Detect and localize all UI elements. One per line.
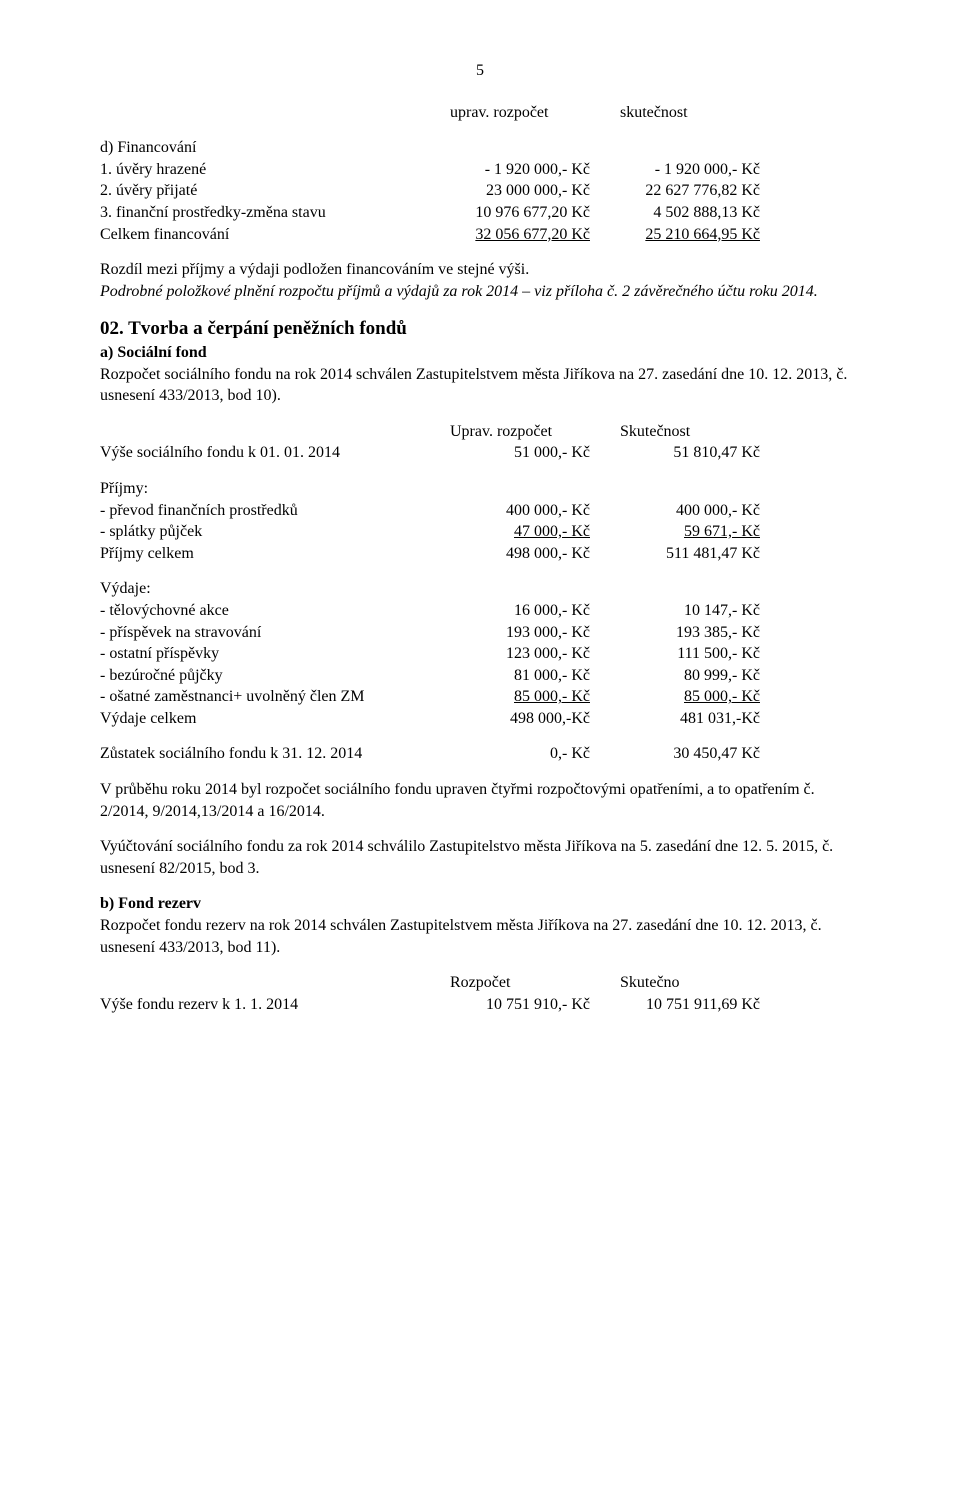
subsection-a-title: a) Sociální fond (100, 342, 860, 364)
row-label: Výdaje celkem (100, 708, 420, 730)
table-row: Příjmy celkem 498 000,- Kč 511 481,47 Kč (100, 543, 860, 565)
row-actual: 10 147,- Kč (590, 600, 760, 622)
page-number: 5 (100, 60, 860, 82)
spacer (100, 972, 420, 994)
col-actual-header: Skutečno (590, 972, 760, 994)
col-actual-header: skutečnost (590, 102, 760, 124)
row-actual: 80 999,- Kč (590, 665, 760, 687)
row-budget: 498 000,-Kč (420, 708, 590, 730)
table-row: - splátky půjček 47 000,- Kč 59 671,- Kč (100, 521, 860, 543)
table-row: - tělovýchovné akce 16 000,- Kč 10 147,-… (100, 600, 860, 622)
table-row: - ostatní příspěvky 123 000,- Kč 111 500… (100, 643, 860, 665)
row-label: - ostatní příspěvky (100, 643, 420, 665)
subsection-a-intro: Rozpočet sociálního fondu na rok 2014 sc… (100, 364, 860, 407)
table-row: 1. úvěry hrazené - 1 920 000,- Kč - 1 92… (100, 159, 860, 181)
section-a-para2: Vyúčtování sociálního fondu za rok 2014 … (100, 836, 860, 879)
income-title: Příjmy: (100, 478, 860, 500)
table-row: - bezúročné půjčky 81 000,- Kč 80 999,- … (100, 665, 860, 687)
section-d-title: d) Financování (100, 137, 860, 159)
columns-header: uprav. rozpočet skutečnost (100, 102, 860, 124)
subsection-b-title: b) Fond rezerv (100, 893, 860, 915)
row-budget: - 1 920 000,- Kč (420, 159, 590, 181)
row-budget: 400 000,- Kč (420, 500, 590, 522)
row-budget: 47 000,- Kč (420, 521, 590, 543)
table-row: 3. finanční prostředky-změna stavu 10 97… (100, 202, 860, 224)
row-label: Celkem financování (100, 224, 420, 246)
table-row: Výše sociálního fondu k 01. 01. 2014 51 … (100, 442, 860, 464)
row-label: - převod finančních prostředků (100, 500, 420, 522)
row-label: Výše fondu rezerv k 1. 1. 2014 (100, 994, 420, 1016)
row-budget: 81 000,- Kč (420, 665, 590, 687)
row-actual: 30 450,47 Kč (590, 743, 760, 765)
table-row: Výdaje celkem 498 000,-Kč 481 031,-Kč (100, 708, 860, 730)
row-budget: 85 000,- Kč (420, 686, 590, 708)
row-actual: 51 810,47 Kč (590, 442, 760, 464)
col-actual-header: Skutečnost (590, 421, 760, 443)
spacer (100, 421, 420, 443)
section-d-note2: Podrobné položkové plnění rozpočtu příjm… (100, 281, 860, 303)
columns-header-a: Uprav. rozpočet Skutečnost (100, 421, 860, 443)
row-budget: 51 000,- Kč (420, 442, 590, 464)
row-budget: 123 000,- Kč (420, 643, 590, 665)
row-actual: 22 627 776,82 Kč (590, 180, 760, 202)
expense-title: Výdaje: (100, 578, 860, 600)
row-label: 2. úvěry přijaté (100, 180, 420, 202)
col-budget-header: uprav. rozpočet (420, 102, 590, 124)
col-budget-header: Uprav. rozpočet (420, 421, 590, 443)
row-actual: 85 000,- Kč (590, 686, 760, 708)
table-row: Zůstatek sociálního fondu k 31. 12. 2014… (100, 743, 860, 765)
row-label: - tělovýchovné akce (100, 600, 420, 622)
row-label: - splátky půjček (100, 521, 420, 543)
row-budget: 10 751 910,- Kč (420, 994, 590, 1016)
table-row: - převod finančních prostředků 400 000,-… (100, 500, 860, 522)
col-budget-header: Rozpočet (420, 972, 590, 994)
table-row: 2. úvěry přijaté 23 000 000,- Kč 22 627 … (100, 180, 860, 202)
row-actual: 111 500,- Kč (590, 643, 760, 665)
row-actual: 481 031,-Kč (590, 708, 760, 730)
row-budget: 193 000,- Kč (420, 622, 590, 644)
row-label: Příjmy celkem (100, 543, 420, 565)
row-actual: - 1 920 000,- Kč (590, 159, 760, 181)
columns-header-b: Rozpočet Skutečno (100, 972, 860, 994)
table-row: Výše fondu rezerv k 1. 1. 2014 10 751 91… (100, 994, 860, 1016)
section-a-para1: V průběhu roku 2014 byl rozpočet sociáln… (100, 779, 860, 822)
row-budget: 10 976 677,20 Kč (420, 202, 590, 224)
row-actual: 25 210 664,95 Kč (590, 224, 760, 246)
table-row: - příspěvek na stravování 193 000,- Kč 1… (100, 622, 860, 644)
row-actual: 59 671,- Kč (590, 521, 760, 543)
row-actual: 10 751 911,69 Kč (590, 994, 760, 1016)
subsection-b-intro: Rozpočet fondu rezerv na rok 2014 schvál… (100, 915, 860, 958)
row-label: Výše sociálního fondu k 01. 01. 2014 (100, 442, 420, 464)
row-label: - ošatné zaměstnanci+ uvolněný člen ZM (100, 686, 420, 708)
row-label: 3. finanční prostředky-změna stavu (100, 202, 420, 224)
row-actual: 400 000,- Kč (590, 500, 760, 522)
row-label: - příspěvek na stravování (100, 622, 420, 644)
table-row: - ošatné zaměstnanci+ uvolněný člen ZM 8… (100, 686, 860, 708)
row-actual: 4 502 888,13 Kč (590, 202, 760, 224)
row-label: Zůstatek sociálního fondu k 31. 12. 2014 (100, 743, 420, 765)
row-actual: 193 385,- Kč (590, 622, 760, 644)
row-label: 1. úvěry hrazené (100, 159, 420, 181)
row-budget: 498 000,- Kč (420, 543, 590, 565)
table-row: Celkem financování 32 056 677,20 Kč 25 2… (100, 224, 860, 246)
row-budget: 32 056 677,20 Kč (420, 224, 590, 246)
section-02-title: 02. Tvorba a čerpání peněžních fondů (100, 316, 860, 342)
row-budget: 16 000,- Kč (420, 600, 590, 622)
row-budget: 0,- Kč (420, 743, 590, 765)
row-budget: 23 000 000,- Kč (420, 180, 590, 202)
row-label: - bezúročné půjčky (100, 665, 420, 687)
row-actual: 511 481,47 Kč (590, 543, 760, 565)
section-d-note1: Rozdíl mezi příjmy a výdaji podložen fin… (100, 259, 860, 281)
